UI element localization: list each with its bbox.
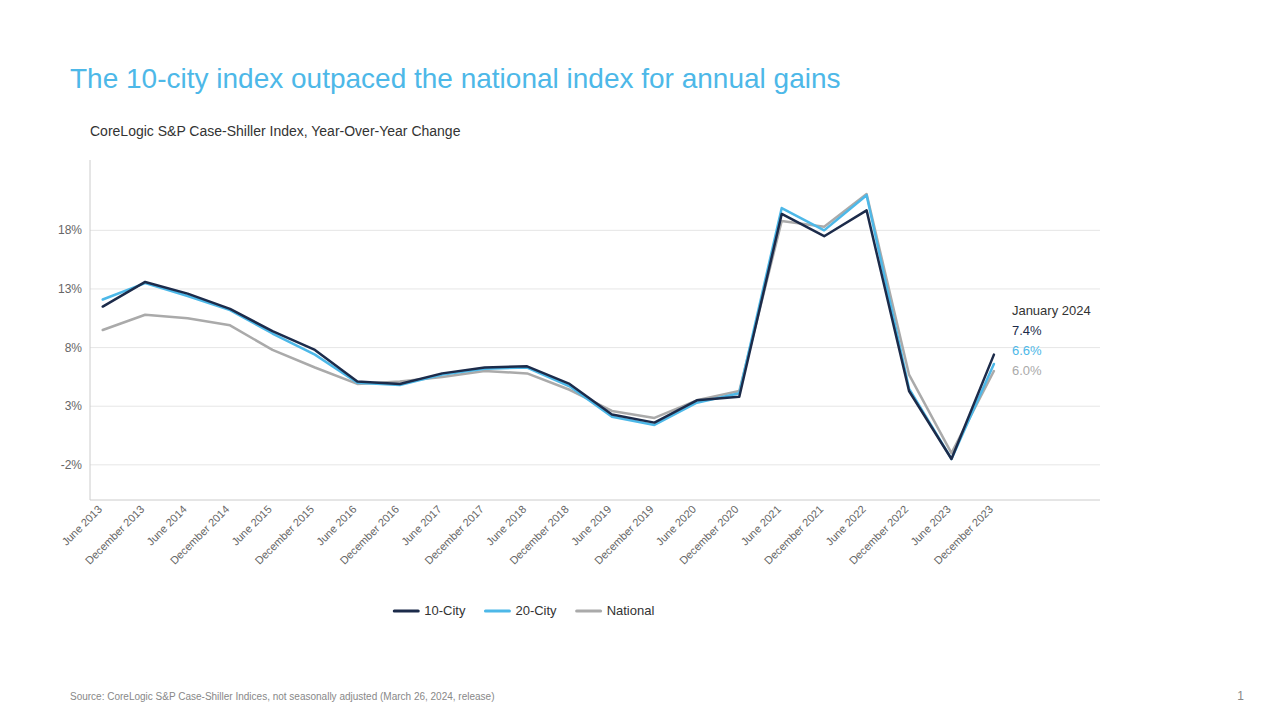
grid-line [90, 347, 1100, 348]
y-tick-label: 8% [65, 341, 83, 355]
x-tick-label: June 2023 [908, 503, 953, 548]
x-tick-label: December 2016 [337, 503, 401, 567]
y-tick-label: 18% [58, 223, 82, 237]
x-tick-label: December 2020 [677, 503, 741, 567]
x-tick-label: December 2021 [762, 503, 826, 567]
x-tick-label: June 2015 [229, 503, 274, 548]
x-tick-label: December 2019 [592, 503, 656, 567]
series-line [103, 194, 994, 453]
legend-swatch [577, 610, 601, 613]
y-tick-label: -2% [61, 458, 83, 472]
y-tick-label: 13% [58, 282, 82, 296]
annotation: January 2024 [1012, 303, 1091, 318]
annotation: 7.4% [1012, 323, 1042, 338]
x-tick-label: June 2013 [59, 503, 104, 548]
x-tick-label: June 2020 [653, 503, 698, 548]
x-tick-label: December 2023 [931, 503, 995, 567]
x-axis-line [90, 500, 1100, 501]
x-tick-label: December 2013 [83, 503, 147, 567]
x-tick-label: June 2021 [738, 503, 783, 548]
legend-swatch [394, 610, 418, 613]
legend: 10-City 20-City National [394, 603, 654, 618]
x-tick-label: December 2018 [507, 503, 571, 567]
x-tick-label: June 2014 [144, 503, 189, 548]
source: Source: CoreLogic S&P Case-Shiller Indic… [70, 691, 495, 702]
grid-line [90, 288, 1100, 289]
series-line [103, 195, 994, 459]
background [0, 0, 1280, 720]
lines [103, 194, 994, 459]
x-tick-label: December 2022 [847, 503, 911, 567]
legend-label: 10-City [424, 603, 466, 618]
x-tick-label: December 2015 [252, 503, 316, 567]
grid-line [90, 464, 1100, 465]
chart: The 10-city index outpaced the national … [0, 0, 1280, 720]
legend-label: National [607, 603, 655, 618]
legend-label: 20-City [515, 603, 557, 618]
x-tick-label: June 2016 [314, 503, 359, 548]
legend-swatch [485, 610, 509, 613]
grid [90, 230, 1100, 464]
annotation: 6.6% [1012, 343, 1042, 358]
x-tick-label: June 2019 [569, 503, 614, 548]
page-number: 1 [1237, 689, 1244, 703]
title: The 10-city index outpaced the national … [70, 63, 841, 94]
subtitle: CoreLogic S&P Case-Shiller Index, Year-O… [90, 123, 461, 139]
x-tick-label: June 2018 [484, 503, 529, 548]
series-line [103, 210, 994, 459]
annotation: 6.0% [1012, 363, 1042, 378]
x-tick-label: June 2017 [399, 503, 444, 548]
y-tick-label: 3% [65, 399, 83, 413]
x-tick-label: December 2017 [422, 503, 486, 567]
x-tick-label: December 2014 [168, 503, 232, 567]
y-axis-line [90, 160, 91, 500]
x-tick-label: June 2022 [823, 503, 868, 548]
grid-line [90, 230, 1100, 231]
